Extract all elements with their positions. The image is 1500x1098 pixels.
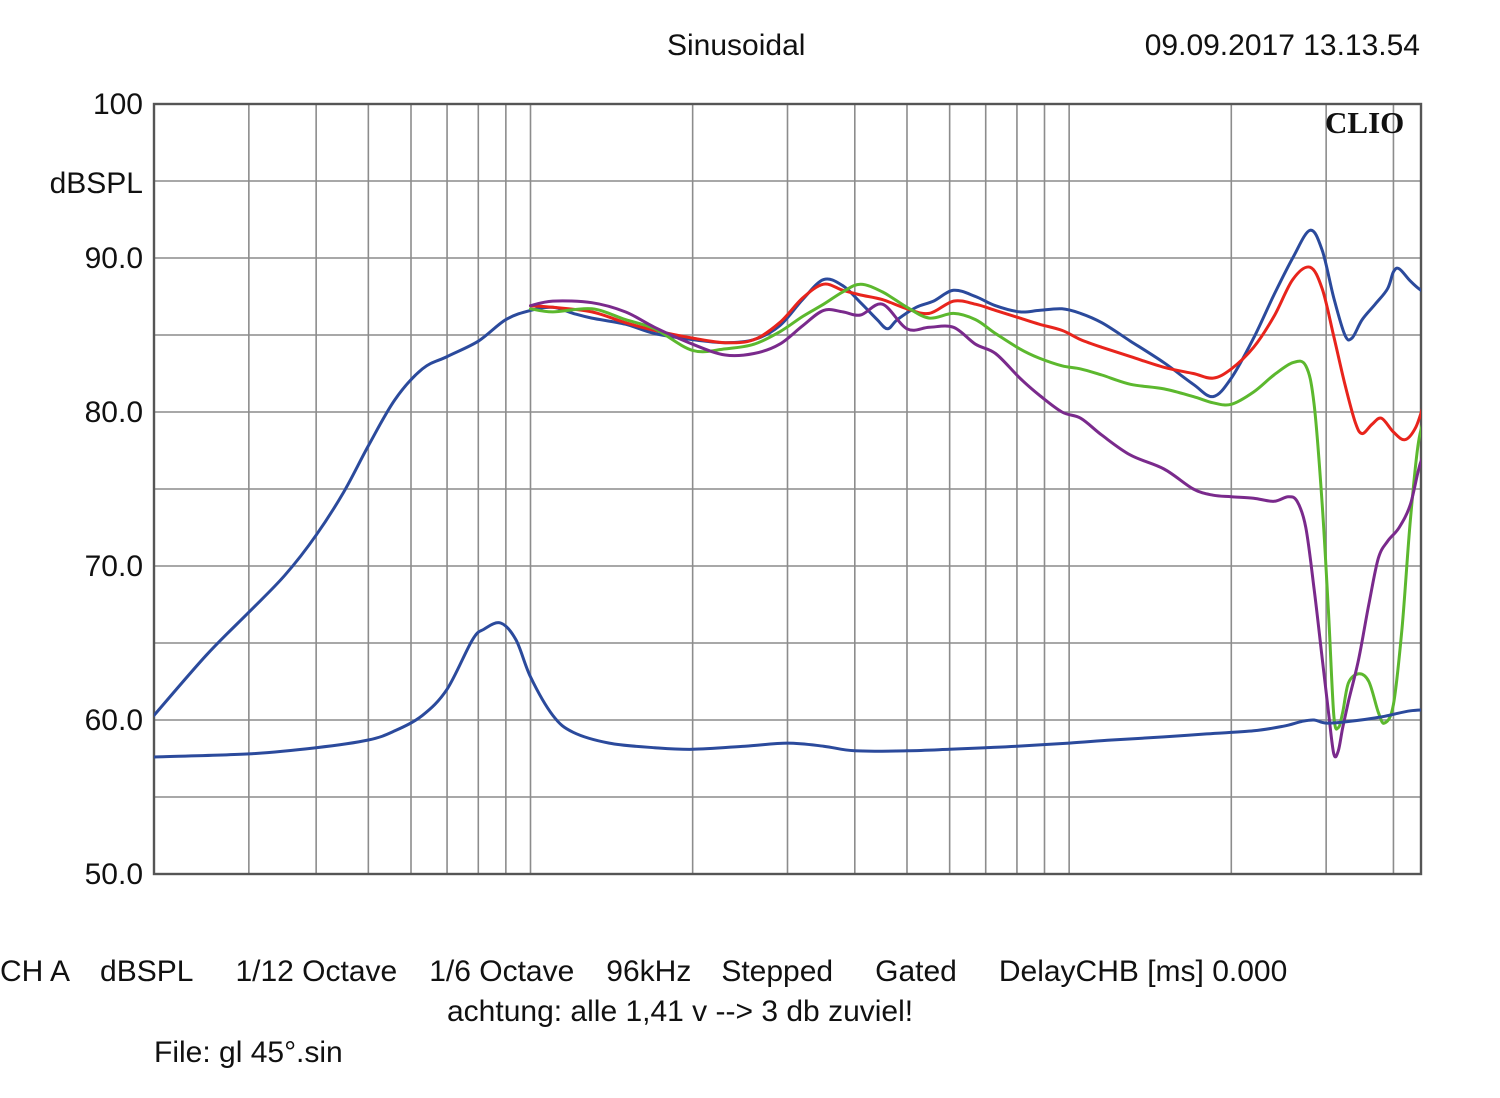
x-tick-label: 40k: [1369, 897, 1418, 900]
y-tick-label: 80.0: [85, 396, 143, 429]
x-tick-label: Hz: [1315, 897, 1352, 900]
x-tick-label: 1k: [515, 897, 548, 900]
y-tick-label: 70.0: [85, 550, 143, 583]
y-tick-label: 100: [93, 88, 143, 121]
x-tick-label: 200: [129, 897, 179, 900]
x-tick-label: 5k: [891, 897, 924, 900]
setting-channel: CH A: [0, 955, 70, 988]
x-tick-label: 2k: [677, 897, 710, 900]
setting-resolution: 1/12 Octave: [235, 955, 397, 988]
y-axis-label: dBSPL: [50, 167, 143, 200]
frequency-response-chart: 100 90.0 80.0 70.0 60.0 50.0 200 500 1k 2k 5k 10k H…: [0, 0, 1500, 900]
setting-samplerate: 96kHz: [606, 955, 691, 988]
y-tick-label: 90.0: [85, 242, 143, 275]
file-name: File: gl 45°.sin: [154, 1038, 343, 1068]
clio-logo: CLIO: [1325, 105, 1404, 140]
x-tick-label: 500: [343, 897, 393, 900]
footer-settings: CH A dBSPL 1/12 Octave 1/6 Octave 96kHz Stepp…: [0, 957, 1287, 987]
setting-unit: dBSPL: [100, 955, 193, 988]
x-tick-labels: 200 500 1k 2k 5k 10k Hz 40k: [129, 897, 1419, 900]
setting-smoothing: 1/6 Octave: [429, 955, 574, 988]
curves: [154, 230, 1464, 757]
setting-window: Gated: [875, 955, 957, 988]
y-tick-labels: 100 90.0 80.0 70.0 60.0 50.0: [85, 88, 143, 891]
x-tick-label: 10k: [1045, 897, 1094, 900]
setting-sweep: Stepped: [721, 955, 833, 988]
setting-delay: DelayCHB [ms] 0.000: [999, 955, 1287, 988]
y-tick-label: 50.0: [85, 858, 143, 891]
y-tick-label: 60.0: [85, 704, 143, 737]
measurement-note: achtung: alle 1,41 v --> 3 db zuviel!: [447, 997, 913, 1027]
